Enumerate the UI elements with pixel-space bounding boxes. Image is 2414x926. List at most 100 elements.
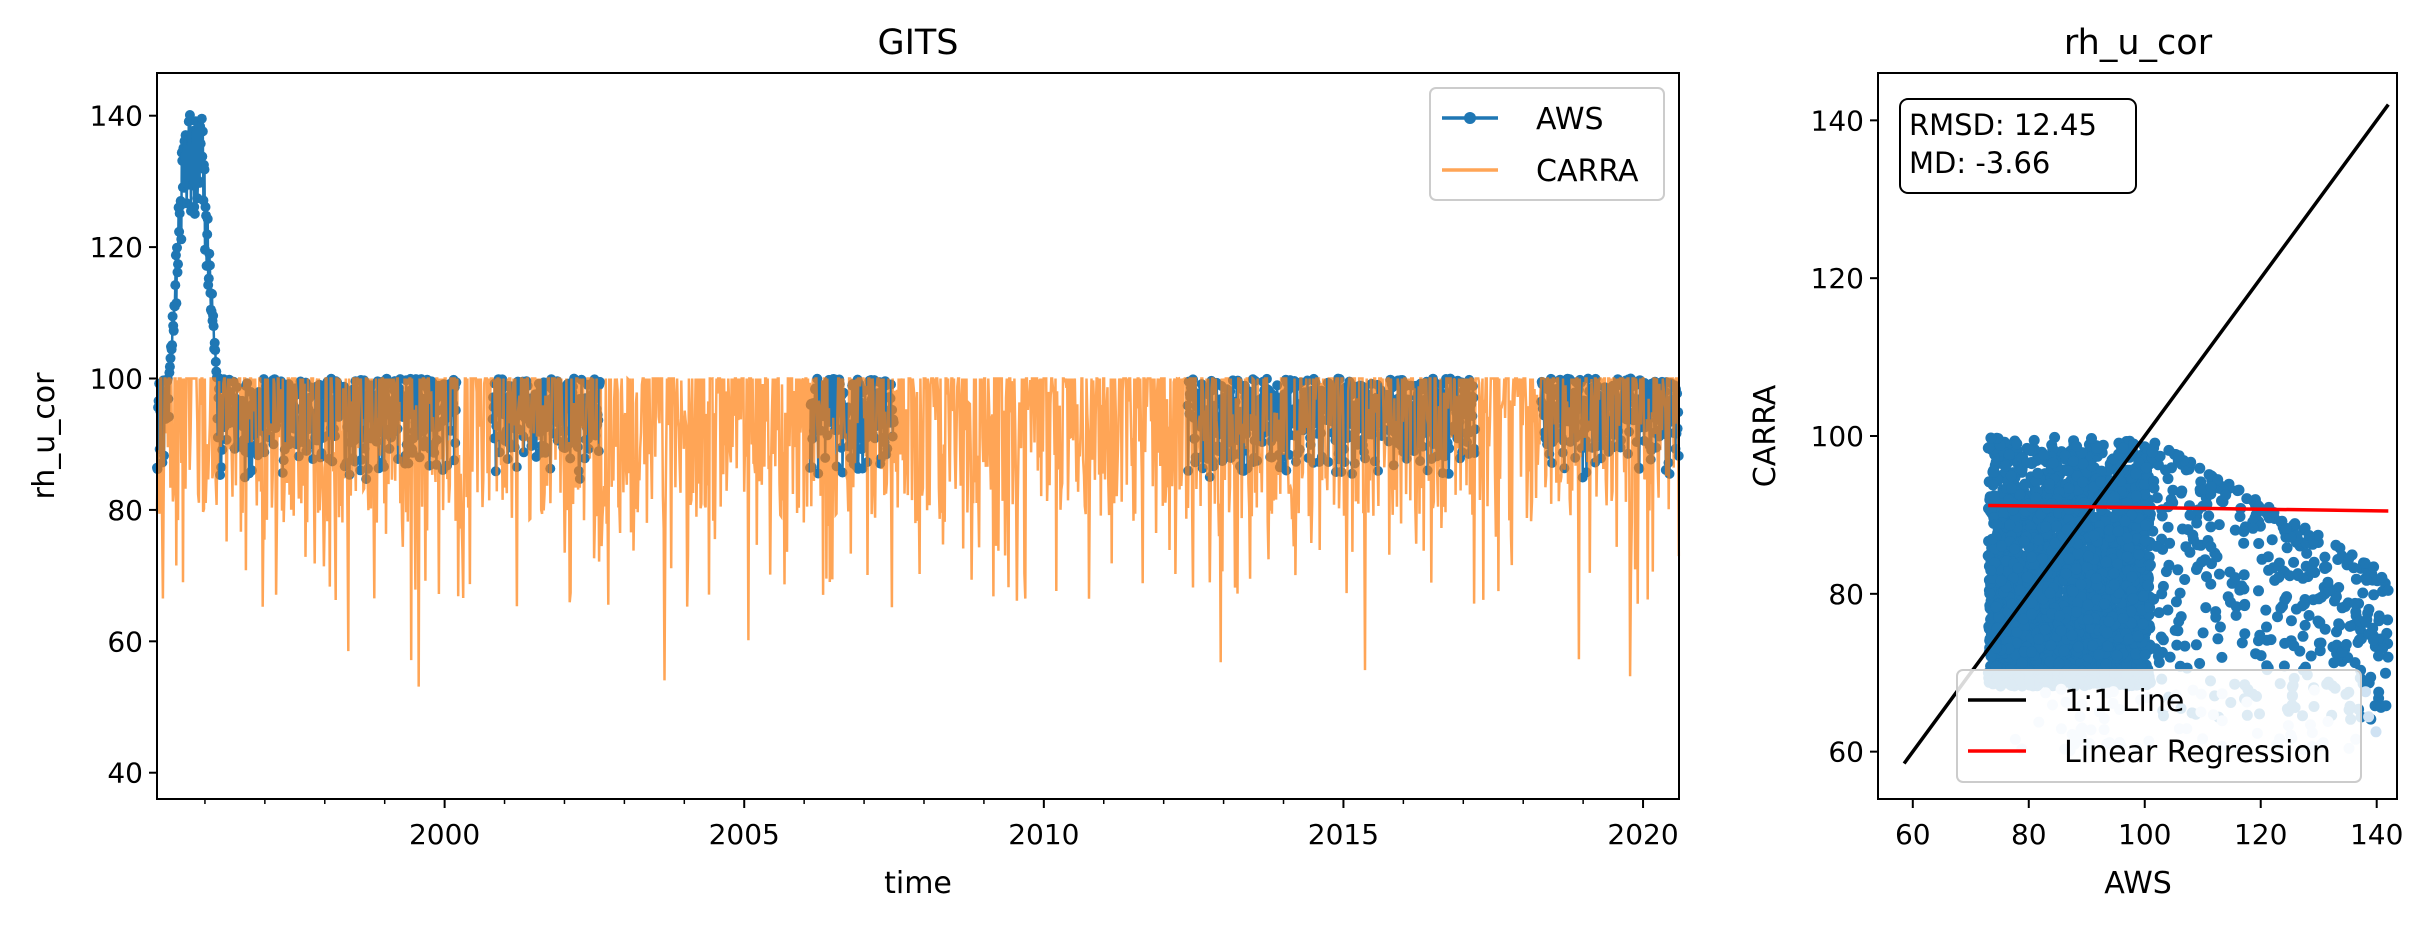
scatter-point — [1987, 479, 1999, 491]
md-label: MD: -3.66 — [1909, 146, 2050, 180]
sc-ytick-label: 60 — [1828, 736, 1864, 769]
scatter-point — [2032, 467, 2044, 479]
scatter-legend: 1:1 Line Linear Regression — [1956, 669, 2362, 783]
scatter-point — [2151, 540, 2162, 552]
scatter-point — [2091, 442, 2103, 454]
scatter-point — [2382, 584, 2394, 596]
scatter-point — [2272, 611, 2283, 623]
scatter-point — [2071, 440, 2083, 452]
scatter-point — [2381, 627, 2393, 639]
scatter-point — [1991, 519, 2003, 530]
scatter-point — [2102, 640, 2114, 652]
scatter-point — [2376, 571, 2388, 583]
scatter-point — [2088, 530, 2100, 542]
scatter-point — [2301, 547, 2313, 559]
scatter-point — [2019, 478, 2031, 490]
scatter-point — [2121, 551, 2133, 563]
scatter-point — [2055, 625, 2067, 637]
timeseries-data — [152, 110, 1684, 687]
scatter-point — [2360, 616, 2372, 628]
scatter-point — [2321, 561, 2333, 573]
scatter-point — [2201, 571, 2212, 583]
scatter-point — [2121, 532, 2133, 544]
scatter-point — [2172, 625, 2184, 637]
rmsd-label: RMSD: 12.45 — [1909, 108, 2097, 142]
scatter-point — [2368, 561, 2380, 573]
scatter-point — [2054, 610, 2066, 622]
scatter-point — [2260, 604, 2272, 616]
scatter-point — [2187, 529, 2199, 541]
scatter-point — [2117, 613, 2129, 624]
scatter-point — [2021, 457, 2033, 469]
scatter-point — [2216, 651, 2228, 663]
scatter-point — [2016, 657, 2028, 669]
scatter-point — [1984, 441, 1995, 453]
scatter-point — [2063, 482, 2075, 494]
scatter-point — [2063, 553, 2075, 565]
scatter-point — [2039, 624, 2051, 636]
scatter-point — [2123, 541, 2135, 553]
scatter-point — [2380, 700, 2392, 712]
sc-ytick-label: 100 — [1811, 420, 1864, 453]
scatter-point — [2058, 645, 2070, 657]
legend-regression-label: Linear Regression — [2064, 735, 2331, 770]
scatter-point — [2077, 458, 2089, 470]
scatter-point — [2021, 571, 2033, 583]
scatter-point — [1990, 601, 2002, 613]
scatter-point — [2179, 640, 2191, 652]
scatter-point — [2303, 530, 2315, 541]
scatter-point — [2140, 519, 2152, 531]
scatter-point — [2075, 579, 2087, 590]
sc-xtick-label: 60 — [1895, 818, 1931, 851]
scatter-point — [2111, 558, 2123, 570]
scatter-point — [2191, 517, 2203, 529]
scatter-point — [2164, 651, 2176, 663]
scatter-point — [2253, 585, 2264, 597]
scatter-point — [2072, 641, 2084, 653]
scatter-point — [2363, 711, 2375, 723]
scatter-point — [2349, 597, 2361, 609]
scatter-point — [2156, 510, 2168, 522]
scatter-point — [2071, 606, 2082, 618]
scatter-point — [2230, 609, 2242, 621]
scatter-point — [2196, 556, 2208, 568]
scatter-point — [2098, 598, 2110, 610]
carra-series-line — [155, 375, 1681, 687]
scatter-point — [2238, 569, 2250, 581]
sc-xtick-label: 80 — [2011, 818, 2047, 851]
sc-ytick-label: 80 — [1828, 578, 1864, 611]
scatter-point — [2210, 606, 2222, 618]
scatter-ylabel: CARRA — [1748, 384, 1783, 487]
scatter-point — [2174, 587, 2186, 599]
scatter-point — [2280, 522, 2292, 534]
scatter-point — [2343, 554, 2354, 565]
scatter-point — [2191, 539, 2203, 551]
scatter-point — [2315, 637, 2327, 649]
scatter-point — [2066, 629, 2078, 641]
scatter-point — [2288, 556, 2300, 568]
scatter-point — [2322, 576, 2334, 588]
scatter-point — [2101, 627, 2113, 639]
scatter-data — [1902, 103, 2394, 765]
scatter-point — [2203, 510, 2215, 522]
scatter-point — [2108, 491, 2120, 503]
scatter-point — [2026, 608, 2038, 620]
scatter-point — [2179, 574, 2191, 585]
scatter-point — [2255, 650, 2267, 662]
scatter-point — [2213, 519, 2225, 531]
scatter-point — [2062, 465, 2074, 477]
scatter-point — [2312, 615, 2324, 627]
scatter-point — [2241, 493, 2253, 505]
scatter-point — [2373, 650, 2384, 662]
scatter-point — [2333, 618, 2345, 630]
scatter-point — [2328, 657, 2340, 669]
scatter-point — [2047, 457, 2059, 469]
scatter-point — [2003, 449, 2015, 461]
ts-xtick-label: 2010 — [1008, 818, 1079, 851]
scatter-point — [2239, 600, 2251, 612]
ts-xtick-label: 2000 — [409, 818, 480, 851]
scatter-point — [2163, 444, 2175, 456]
scatter-point — [2150, 643, 2162, 655]
